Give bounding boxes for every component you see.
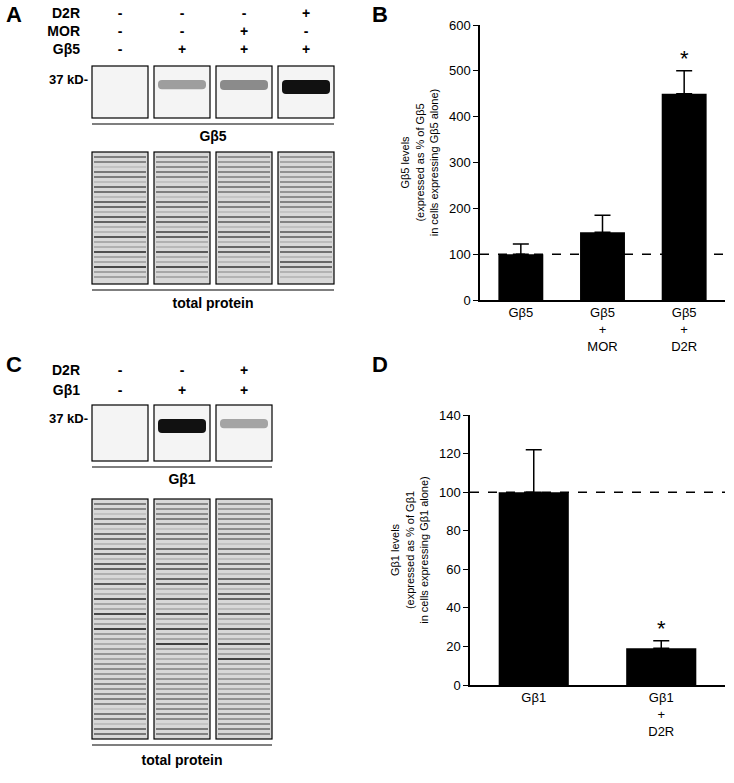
svg-text:600: 600 xyxy=(449,18,471,33)
svg-text:-: - xyxy=(304,23,309,39)
svg-text:-: - xyxy=(180,23,185,39)
svg-text:20: 20 xyxy=(446,639,460,654)
svg-text:Gβ1: Gβ1 xyxy=(521,690,546,705)
svg-text:+: + xyxy=(178,382,186,398)
svg-text:A: A xyxy=(6,2,22,27)
svg-text:MOR: MOR xyxy=(47,23,80,39)
svg-text:total protein: total protein xyxy=(173,295,254,311)
svg-text:D2R: D2R xyxy=(52,362,80,378)
svg-text:500: 500 xyxy=(449,63,471,78)
svg-text:*: * xyxy=(657,616,666,641)
svg-text:Gβ5+D2R: Gβ5+D2R xyxy=(671,305,697,354)
svg-text:400: 400 xyxy=(449,109,471,124)
svg-text:300: 300 xyxy=(449,155,471,170)
svg-text:0: 0 xyxy=(463,293,470,308)
svg-text:D2R: D2R xyxy=(52,5,80,21)
svg-text:-: - xyxy=(118,41,123,57)
svg-text:80: 80 xyxy=(446,523,460,538)
svg-text:-: - xyxy=(180,5,185,21)
svg-text:200: 200 xyxy=(449,201,471,216)
svg-text:Gβ1+D2R: Gβ1+D2R xyxy=(648,690,674,739)
svg-text:Gβ1 levels(expressed as % of G: Gβ1 levels(expressed as % of Gβ1in cells… xyxy=(389,476,430,624)
svg-text:+: + xyxy=(240,41,248,57)
svg-text:100: 100 xyxy=(439,485,461,500)
svg-text:37 kD-: 37 kD- xyxy=(49,411,88,426)
svg-text:60: 60 xyxy=(446,562,460,577)
svg-text:Gβ1: Gβ1 xyxy=(168,471,195,487)
svg-text:C: C xyxy=(6,352,22,377)
svg-text:Gβ5: Gβ5 xyxy=(199,128,226,144)
svg-text:+: + xyxy=(302,41,310,57)
svg-text:Gβ1: Gβ1 xyxy=(53,382,80,398)
svg-text:-: - xyxy=(118,23,123,39)
svg-text:+: + xyxy=(240,362,248,378)
svg-text:-: - xyxy=(180,362,185,378)
svg-text:120: 120 xyxy=(439,446,461,461)
svg-text:+: + xyxy=(240,382,248,398)
svg-text:0: 0 xyxy=(453,678,460,693)
svg-text:40: 40 xyxy=(446,600,460,615)
svg-text:+: + xyxy=(302,5,310,21)
svg-text:100: 100 xyxy=(449,247,471,262)
svg-text:-: - xyxy=(118,382,123,398)
svg-text:Gβ5+MOR: Gβ5+MOR xyxy=(587,305,617,354)
svg-text:140: 140 xyxy=(439,408,461,423)
svg-text:Gβ5: Gβ5 xyxy=(508,305,533,320)
svg-text:B: B xyxy=(372,2,388,27)
svg-text:D: D xyxy=(372,352,388,377)
svg-text:+: + xyxy=(240,23,248,39)
svg-text:+: + xyxy=(178,41,186,57)
svg-text:Gβ5: Gβ5 xyxy=(53,41,80,57)
svg-text:*: * xyxy=(680,46,689,71)
svg-text:Gβ5 levels(expressed as % of G: Gβ5 levels(expressed as % of Gβ5in cells… xyxy=(399,89,440,237)
svg-text:37 kD-: 37 kD- xyxy=(49,72,88,87)
svg-text:-: - xyxy=(118,362,123,378)
svg-text:-: - xyxy=(118,5,123,21)
svg-text:total protein: total protein xyxy=(142,752,223,768)
svg-text:-: - xyxy=(242,5,247,21)
